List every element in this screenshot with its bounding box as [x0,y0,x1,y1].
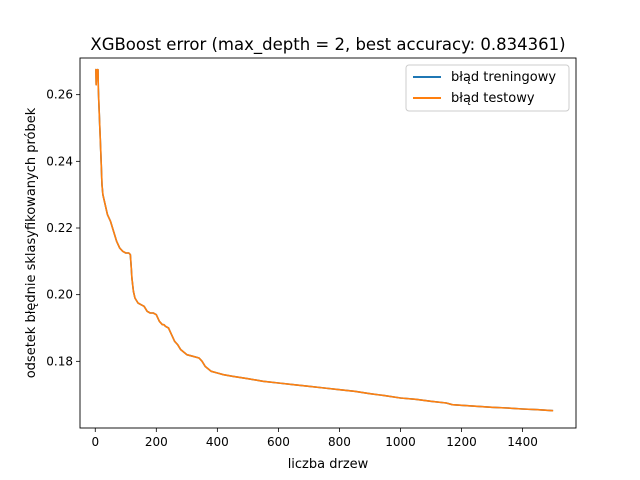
chart-title: XGBoost error (max_depth = 2, best accur… [90,35,565,55]
legend-label-training: błąd treningowy [451,70,556,85]
x-tick-label: 800 [328,435,351,449]
x-axis-ticks: 0 200 400 600 800 1000 1200 1400 [91,428,538,449]
y-tick-label: 0.18 [46,354,73,368]
legend-label-test: błąd testowy [451,91,535,106]
legend-box [405,64,570,112]
series-layer [95,68,554,412]
x-tick-label: 0 [91,435,99,449]
x-axis-label: liczba drzew [288,457,369,472]
x-tick-label: 200 [145,435,168,449]
y-tick-label: 0.26 [46,88,73,102]
y-tick-label: 0.22 [46,221,73,235]
x-tick-label: 600 [267,435,290,449]
legend: błąd treningowy błąd testowy [405,64,570,112]
plot-frame [79,57,577,429]
x-tick-label: 1000 [385,435,416,449]
plot-area [79,57,577,429]
y-tick-label: 0.24 [46,154,73,168]
plot-background [80,58,576,428]
y-tick-label: 0.20 [46,288,73,302]
x-tick-label: 1200 [446,435,477,449]
y-axis-label: odsetek błędnie sklasyfikowanych próbek [24,107,39,378]
x-tick-label: 1400 [507,435,538,449]
series-line-test [95,68,554,412]
x-tick-label: 400 [206,435,229,449]
y-axis-ticks: 0.18 0.20 0.22 0.24 0.26 [46,88,80,368]
